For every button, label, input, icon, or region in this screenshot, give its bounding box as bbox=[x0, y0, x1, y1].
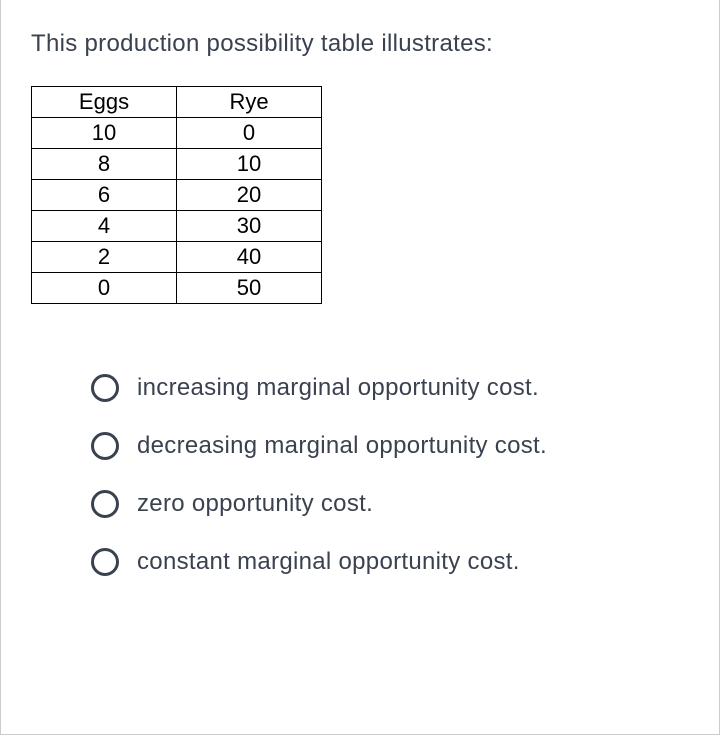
table-row: 2 40 bbox=[32, 242, 322, 273]
option-label: zero opportunity cost. bbox=[137, 490, 373, 518]
question-card: This production possibility table illust… bbox=[0, 0, 720, 735]
table-cell: 50 bbox=[177, 273, 322, 304]
option-label: constant marginal opportunity cost. bbox=[137, 548, 520, 576]
table-cell: 10 bbox=[177, 149, 322, 180]
answer-options: increasing marginal opportunity cost. de… bbox=[31, 374, 689, 576]
table-cell: 0 bbox=[177, 118, 322, 149]
option-row[interactable]: constant marginal opportunity cost. bbox=[91, 548, 689, 576]
table-cell: 4 bbox=[32, 211, 177, 242]
production-possibility-table: Eggs Rye 10 0 8 10 6 20 4 30 2 40 0 50 bbox=[31, 86, 322, 304]
table-cell: 6 bbox=[32, 180, 177, 211]
option-row[interactable]: zero opportunity cost. bbox=[91, 490, 689, 518]
option-row[interactable]: increasing marginal opportunity cost. bbox=[91, 374, 689, 402]
radio-icon[interactable] bbox=[91, 432, 119, 460]
table-header-cell: Rye bbox=[177, 87, 322, 118]
table-header-cell: Eggs bbox=[32, 87, 177, 118]
table-cell: 8 bbox=[32, 149, 177, 180]
table-row: 4 30 bbox=[32, 211, 322, 242]
table-cell: 30 bbox=[177, 211, 322, 242]
radio-icon[interactable] bbox=[91, 490, 119, 518]
option-row[interactable]: decreasing marginal opportunity cost. bbox=[91, 432, 689, 460]
radio-icon[interactable] bbox=[91, 548, 119, 576]
question-prompt: This production possibility table illust… bbox=[31, 30, 689, 58]
table-header-row: Eggs Rye bbox=[32, 87, 322, 118]
table-row: 0 50 bbox=[32, 273, 322, 304]
table-row: 6 20 bbox=[32, 180, 322, 211]
table-cell: 10 bbox=[32, 118, 177, 149]
table-cell: 2 bbox=[32, 242, 177, 273]
radio-icon[interactable] bbox=[91, 374, 119, 402]
table-row: 10 0 bbox=[32, 118, 322, 149]
table-cell: 40 bbox=[177, 242, 322, 273]
table-cell: 20 bbox=[177, 180, 322, 211]
table-cell: 0 bbox=[32, 273, 177, 304]
option-label: decreasing marginal opportunity cost. bbox=[137, 432, 547, 460]
table-row: 8 10 bbox=[32, 149, 322, 180]
option-label: increasing marginal opportunity cost. bbox=[137, 374, 539, 402]
